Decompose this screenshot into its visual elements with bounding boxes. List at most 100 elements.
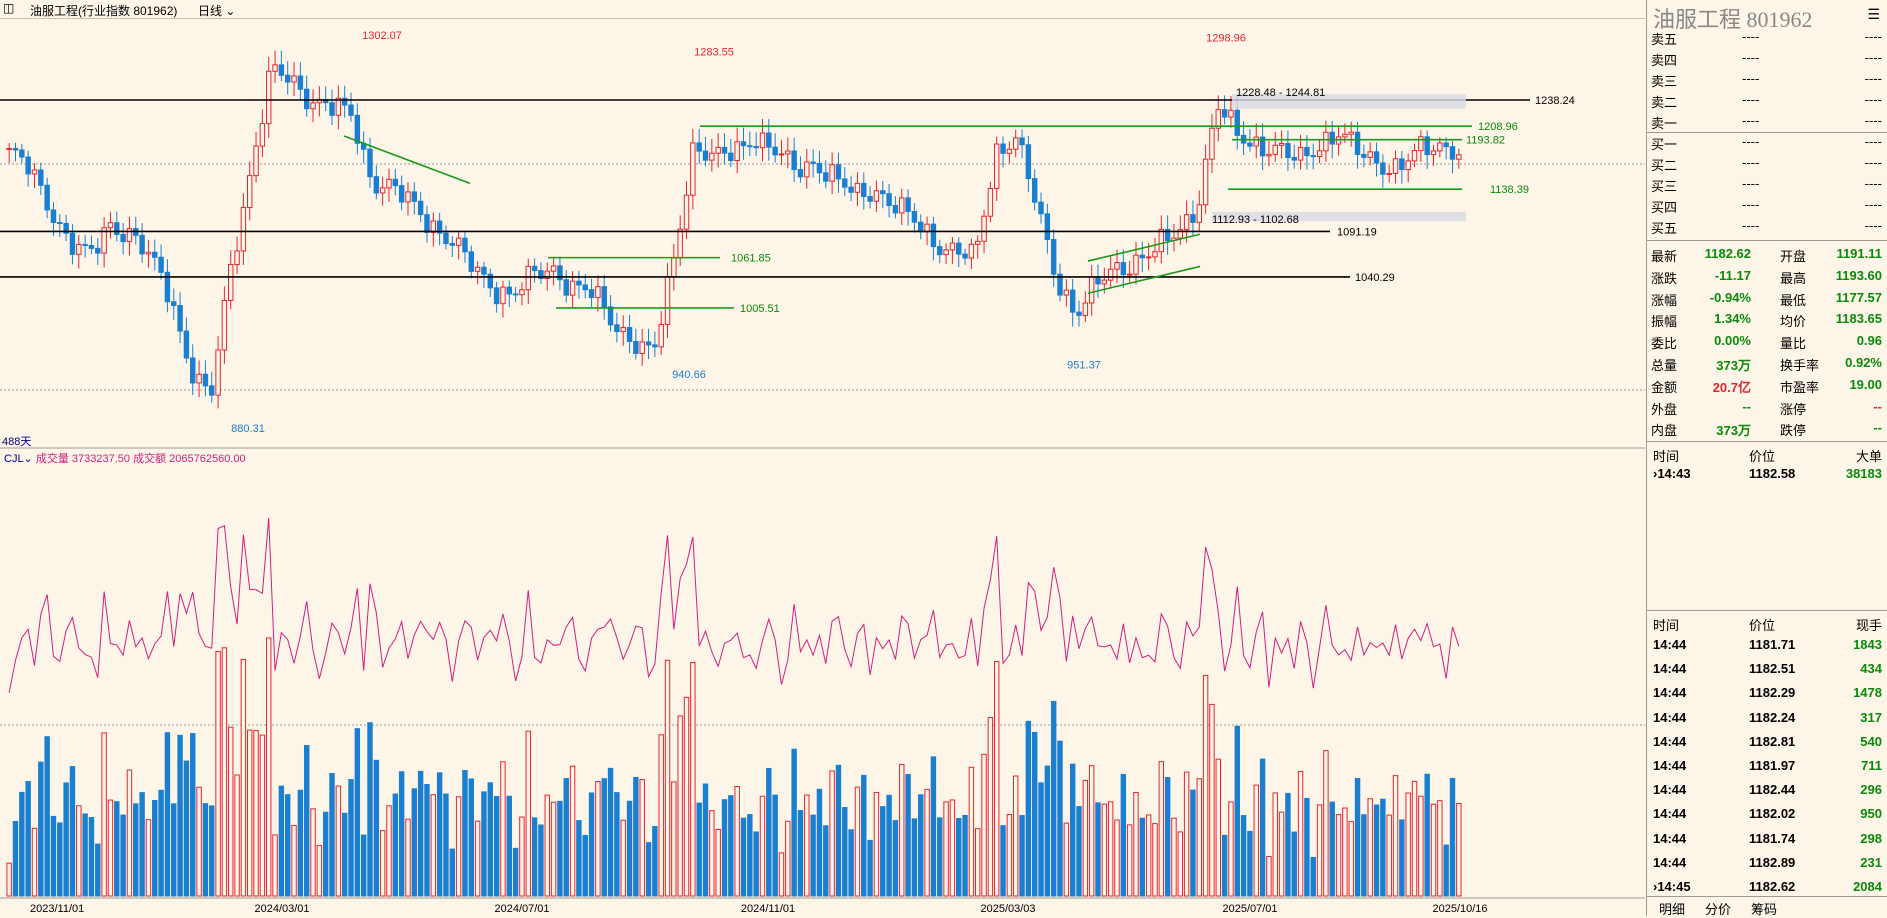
- candle-body: [25, 156, 31, 175]
- volume-bar: [1025, 720, 1032, 897]
- chart-area[interactable]: 1238.24 1091.19 1040.29 1208.96 1193.82 1138.…: [0, 18, 1645, 916]
- candle-body: [677, 228, 683, 259]
- level-line-label: 1208.96: [1478, 121, 1518, 133]
- candles: [6, 50, 1462, 409]
- volume-bar: [740, 817, 747, 897]
- candle-body: [1114, 262, 1120, 270]
- candle-body: [715, 146, 721, 154]
- volume-header: CJL⌄ 成交量 3733237.50 成交额 2065762560.00: [4, 451, 246, 465]
- candle-body: [658, 323, 664, 348]
- volume-bar: [753, 831, 759, 897]
- candle-body: [386, 178, 392, 189]
- volume-bar: [1335, 814, 1342, 897]
- candle-body: [550, 265, 557, 272]
- candle-body: [1164, 228, 1171, 242]
- list-icon[interactable]: ◫: [3, 1, 15, 15]
- volume-bar: [1031, 731, 1038, 897]
- candle-body: [1405, 160, 1411, 171]
- volume-bar: [228, 726, 234, 897]
- candle-body: [759, 132, 766, 149]
- panel-tab[interactable]: 分价: [1705, 902, 1732, 917]
- chart-grid: [0, 163, 1645, 899]
- volume-bar: [120, 814, 126, 897]
- volume-bar: [240, 658, 247, 897]
- volume-bar: [1437, 800, 1443, 897]
- candle-body: [373, 176, 380, 194]
- candle-body: [1247, 142, 1253, 147]
- candle-body: [126, 228, 133, 243]
- volume-bar: [1316, 804, 1323, 897]
- tick-row: 14:44 1181.97 711: [1653, 758, 1882, 773]
- volume-bar: [1088, 765, 1095, 897]
- volume-bar: [563, 778, 569, 897]
- volume-bar: [310, 808, 316, 897]
- volume-bar: [930, 756, 937, 897]
- x-tick-label: 2025/03/03: [980, 903, 1035, 915]
- volume-bar: [335, 785, 342, 897]
- candle-body: [854, 182, 861, 193]
- x-tick-label: 2023/11/01: [30, 903, 84, 915]
- volume-bar: [614, 792, 620, 897]
- candle-body: [303, 88, 310, 110]
- volume-bar: [1145, 814, 1152, 897]
- candle-body: [1418, 136, 1424, 152]
- candle-body: [1000, 143, 1006, 154]
- zone-label: 1112.93 - 1102.68: [1212, 214, 1299, 226]
- period-select[interactable]: 日线 ⌄: [198, 4, 236, 18]
- high-label: 1302.07: [362, 30, 402, 42]
- candle-body: [341, 97, 348, 106]
- candle-body: [1285, 143, 1291, 158]
- volume-bar: [892, 820, 899, 897]
- candle-body: [664, 276, 671, 325]
- candle-body: [76, 243, 82, 255]
- volume-bar: [886, 794, 892, 897]
- volume-bar: [19, 791, 25, 897]
- chart-labels: 1302.07 1283.55 1298.96 880.31 940.66 951.37 4…: [2, 30, 1246, 448]
- candle-body: [576, 280, 582, 286]
- candle-body: [443, 232, 449, 245]
- panel-tab[interactable]: 明细: [1659, 902, 1686, 917]
- volume-bar: [671, 781, 677, 897]
- candle-body: [728, 152, 734, 162]
- volume-bar: [500, 761, 506, 897]
- volume-bar: [1329, 801, 1335, 897]
- list-icon[interactable]: ☰: [1867, 6, 1880, 22]
- candle-body: [867, 196, 873, 202]
- stats-row: 最新 1182.62 开盘 1191.11: [1651, 246, 1882, 264]
- volume-bar: [152, 799, 158, 897]
- volume-bar: [1063, 822, 1070, 897]
- volume-bar: [1164, 776, 1171, 897]
- candle-body: [785, 150, 791, 155]
- volume-bar: [715, 828, 721, 897]
- candle-body: [1209, 127, 1215, 160]
- volume-bar: [766, 767, 772, 897]
- candle-body: [1101, 279, 1108, 285]
- panel-tab[interactable]: 筹码: [1751, 902, 1778, 917]
- volume-bar: [177, 734, 183, 897]
- volume-bar: [1152, 823, 1158, 897]
- candle-body: [709, 152, 715, 161]
- volume-bar: [1443, 844, 1449, 897]
- level-line-label: 1138.39: [1490, 184, 1529, 196]
- volume-label: 成交量 3733237.50: [36, 451, 133, 465]
- volume-bar: [639, 779, 645, 897]
- candle-body: [190, 357, 196, 384]
- volume-bar: [1259, 758, 1266, 897]
- volume-bar: [101, 732, 107, 897]
- candle-body: [544, 270, 550, 279]
- candle-body: [1120, 262, 1127, 276]
- candle-body: [702, 150, 709, 161]
- volume-bar: [1405, 792, 1411, 897]
- volume-bar: [829, 770, 835, 897]
- volume-bar: [82, 813, 88, 897]
- volume-bar: [468, 778, 475, 897]
- volume-bar: [164, 732, 171, 897]
- candle-body: [1221, 109, 1228, 118]
- volume-bar: [76, 805, 82, 897]
- volume-bar: [316, 844, 323, 897]
- candle-body: [69, 232, 76, 255]
- stats-row: 涨幅 -0.94% 最低 1177.57: [1651, 289, 1882, 308]
- volume-bar: [1399, 819, 1405, 897]
- volume-bar: [544, 794, 550, 897]
- volume-bar: [1354, 777, 1361, 897]
